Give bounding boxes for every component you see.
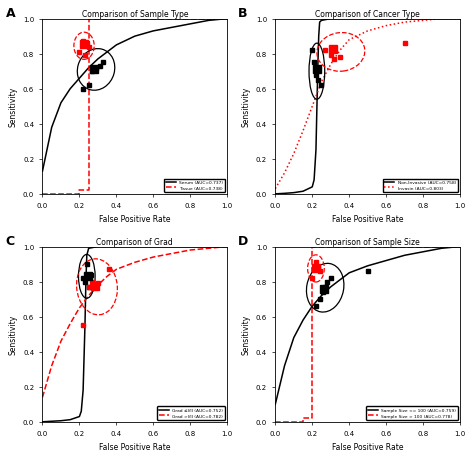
Title: Comparison of Cancer Type: Comparison of Cancer Type [315, 10, 420, 19]
Text: B: B [238, 7, 248, 20]
Legend: Grad ≤I/II (AUC=0.752), Grad >I/II (AUC=0.782): Grad ≤I/II (AUC=0.752), Grad >I/II (AUC=… [157, 407, 225, 420]
Legend: Sample Size <= 100 (AUC=0.759), Sample Size > 100 (AUC=0.778): Sample Size <= 100 (AUC=0.759), Sample S… [366, 407, 458, 420]
Y-axis label: Sensitivity: Sensitivity [241, 314, 250, 354]
X-axis label: False Positive Rate: False Positive Rate [99, 214, 171, 223]
Legend: Non-Invasive (AUC=0.758), Invasin (AUC=0.803): Non-Invasive (AUC=0.758), Invasin (AUC=0… [383, 179, 458, 192]
Title: Comparison of Sample Size: Comparison of Sample Size [315, 237, 420, 246]
Title: Comparison of Sample Type: Comparison of Sample Type [82, 10, 188, 19]
X-axis label: False Positive Rate: False Positive Rate [99, 442, 171, 451]
Y-axis label: Sensitivity: Sensitivity [9, 87, 18, 127]
Text: C: C [6, 235, 15, 248]
Y-axis label: Sensitivity: Sensitivity [9, 314, 18, 354]
Legend: Serum (AUC=0.737), Tissue (AUC=0.738): Serum (AUC=0.737), Tissue (AUC=0.738) [164, 179, 225, 192]
X-axis label: False Positive Rate: False Positive Rate [332, 214, 403, 223]
Text: A: A [6, 7, 15, 20]
Title: Comparison of Grad: Comparison of Grad [97, 237, 173, 246]
Text: D: D [238, 235, 248, 248]
Y-axis label: Sensitivity: Sensitivity [241, 87, 250, 127]
X-axis label: False Positive Rate: False Positive Rate [332, 442, 403, 451]
